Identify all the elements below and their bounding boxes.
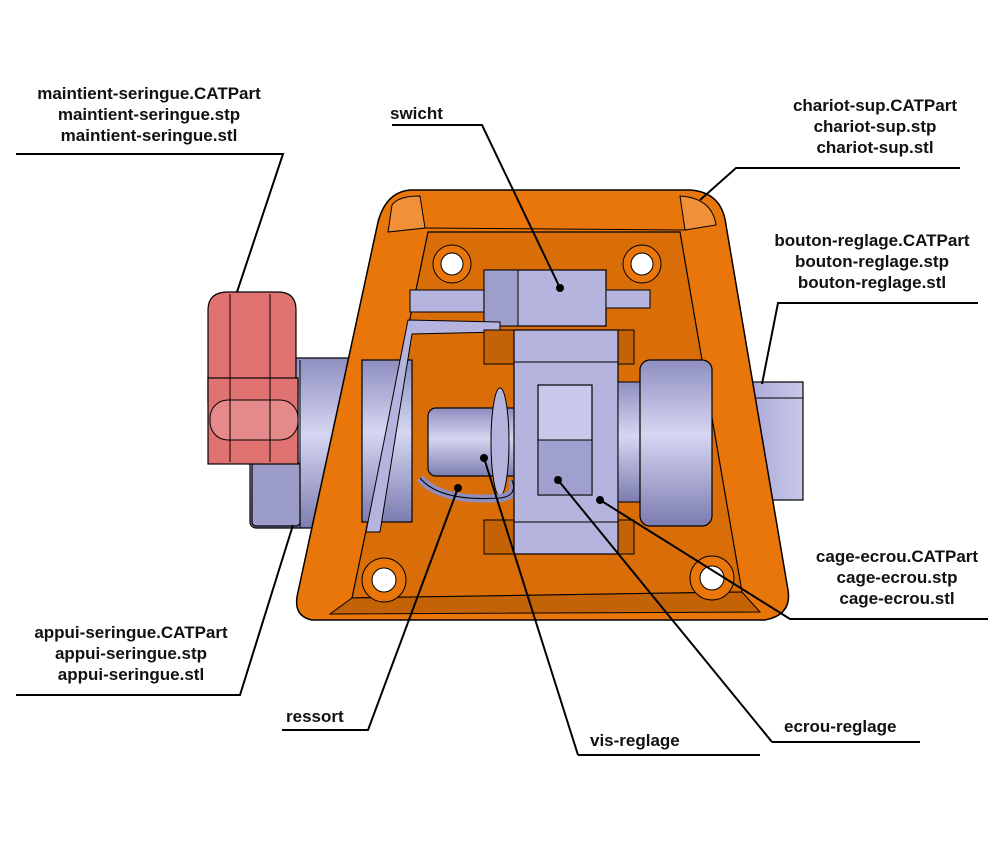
ecrou-reglage-part <box>537 384 593 496</box>
label-line: chariot-sup.stp <box>813 117 937 136</box>
label-line: appui-seringue.stp <box>54 644 208 663</box>
label-line: maintient-seringue.CATPart <box>37 84 261 103</box>
label-ressort: ressort <box>286 706 366 727</box>
label-line: ecrou-reglage <box>784 717 897 736</box>
label-swicht: swicht <box>390 103 480 124</box>
leader-lines <box>16 124 988 756</box>
label-appui-seringue: appui-seringue.CATPart appui-seringue.st… <box>16 622 246 685</box>
label-line: chariot-sup.CATPart <box>792 96 958 115</box>
label-line: cage-ecrou.stp <box>836 568 958 587</box>
label-line: maintient-seringue.stl <box>60 126 238 145</box>
label-line: cage-ecrou.CATPart <box>815 547 979 566</box>
leader-dots <box>454 284 604 504</box>
label-line: chariot-sup.stl <box>816 138 934 157</box>
label-line: ressort <box>286 707 344 726</box>
label-line: appui-seringue.stl <box>57 665 205 684</box>
label-vis-reglage: vis-reglage <box>590 730 700 751</box>
maintient-seringue-part <box>207 291 299 465</box>
label-line: cage-ecrou.stl <box>839 589 955 608</box>
rail <box>365 319 501 533</box>
label-bouton-reglage: bouton-reglage.CATPart bouton-reglage.st… <box>752 230 992 293</box>
label-line: bouton-reglage.stp <box>795 252 949 271</box>
label-line: maintient-seringue.stp <box>57 105 241 124</box>
label-line: bouton-reglage.stl <box>797 273 947 292</box>
label-maintient-seringue: maintient-seringue.CATPart maintient-ser… <box>18 83 280 146</box>
swicht-part <box>409 269 651 327</box>
label-cage-ecrou: cage-ecrou.CATPart cage-ecrou.stp cage-e… <box>792 546 1002 609</box>
label-line: appui-seringue.CATPart <box>34 623 228 642</box>
label-ecrou-reglage: ecrou-reglage <box>784 716 924 737</box>
label-line: swicht <box>390 104 443 123</box>
right-collar <box>617 359 713 527</box>
label-line: bouton-reglage.CATPart <box>774 231 970 250</box>
label-line: vis-reglage <box>590 731 680 750</box>
ressort-outline <box>419 477 514 500</box>
label-chariot-sup: chariot-sup.CATPart chariot-sup.stp char… <box>760 95 990 158</box>
